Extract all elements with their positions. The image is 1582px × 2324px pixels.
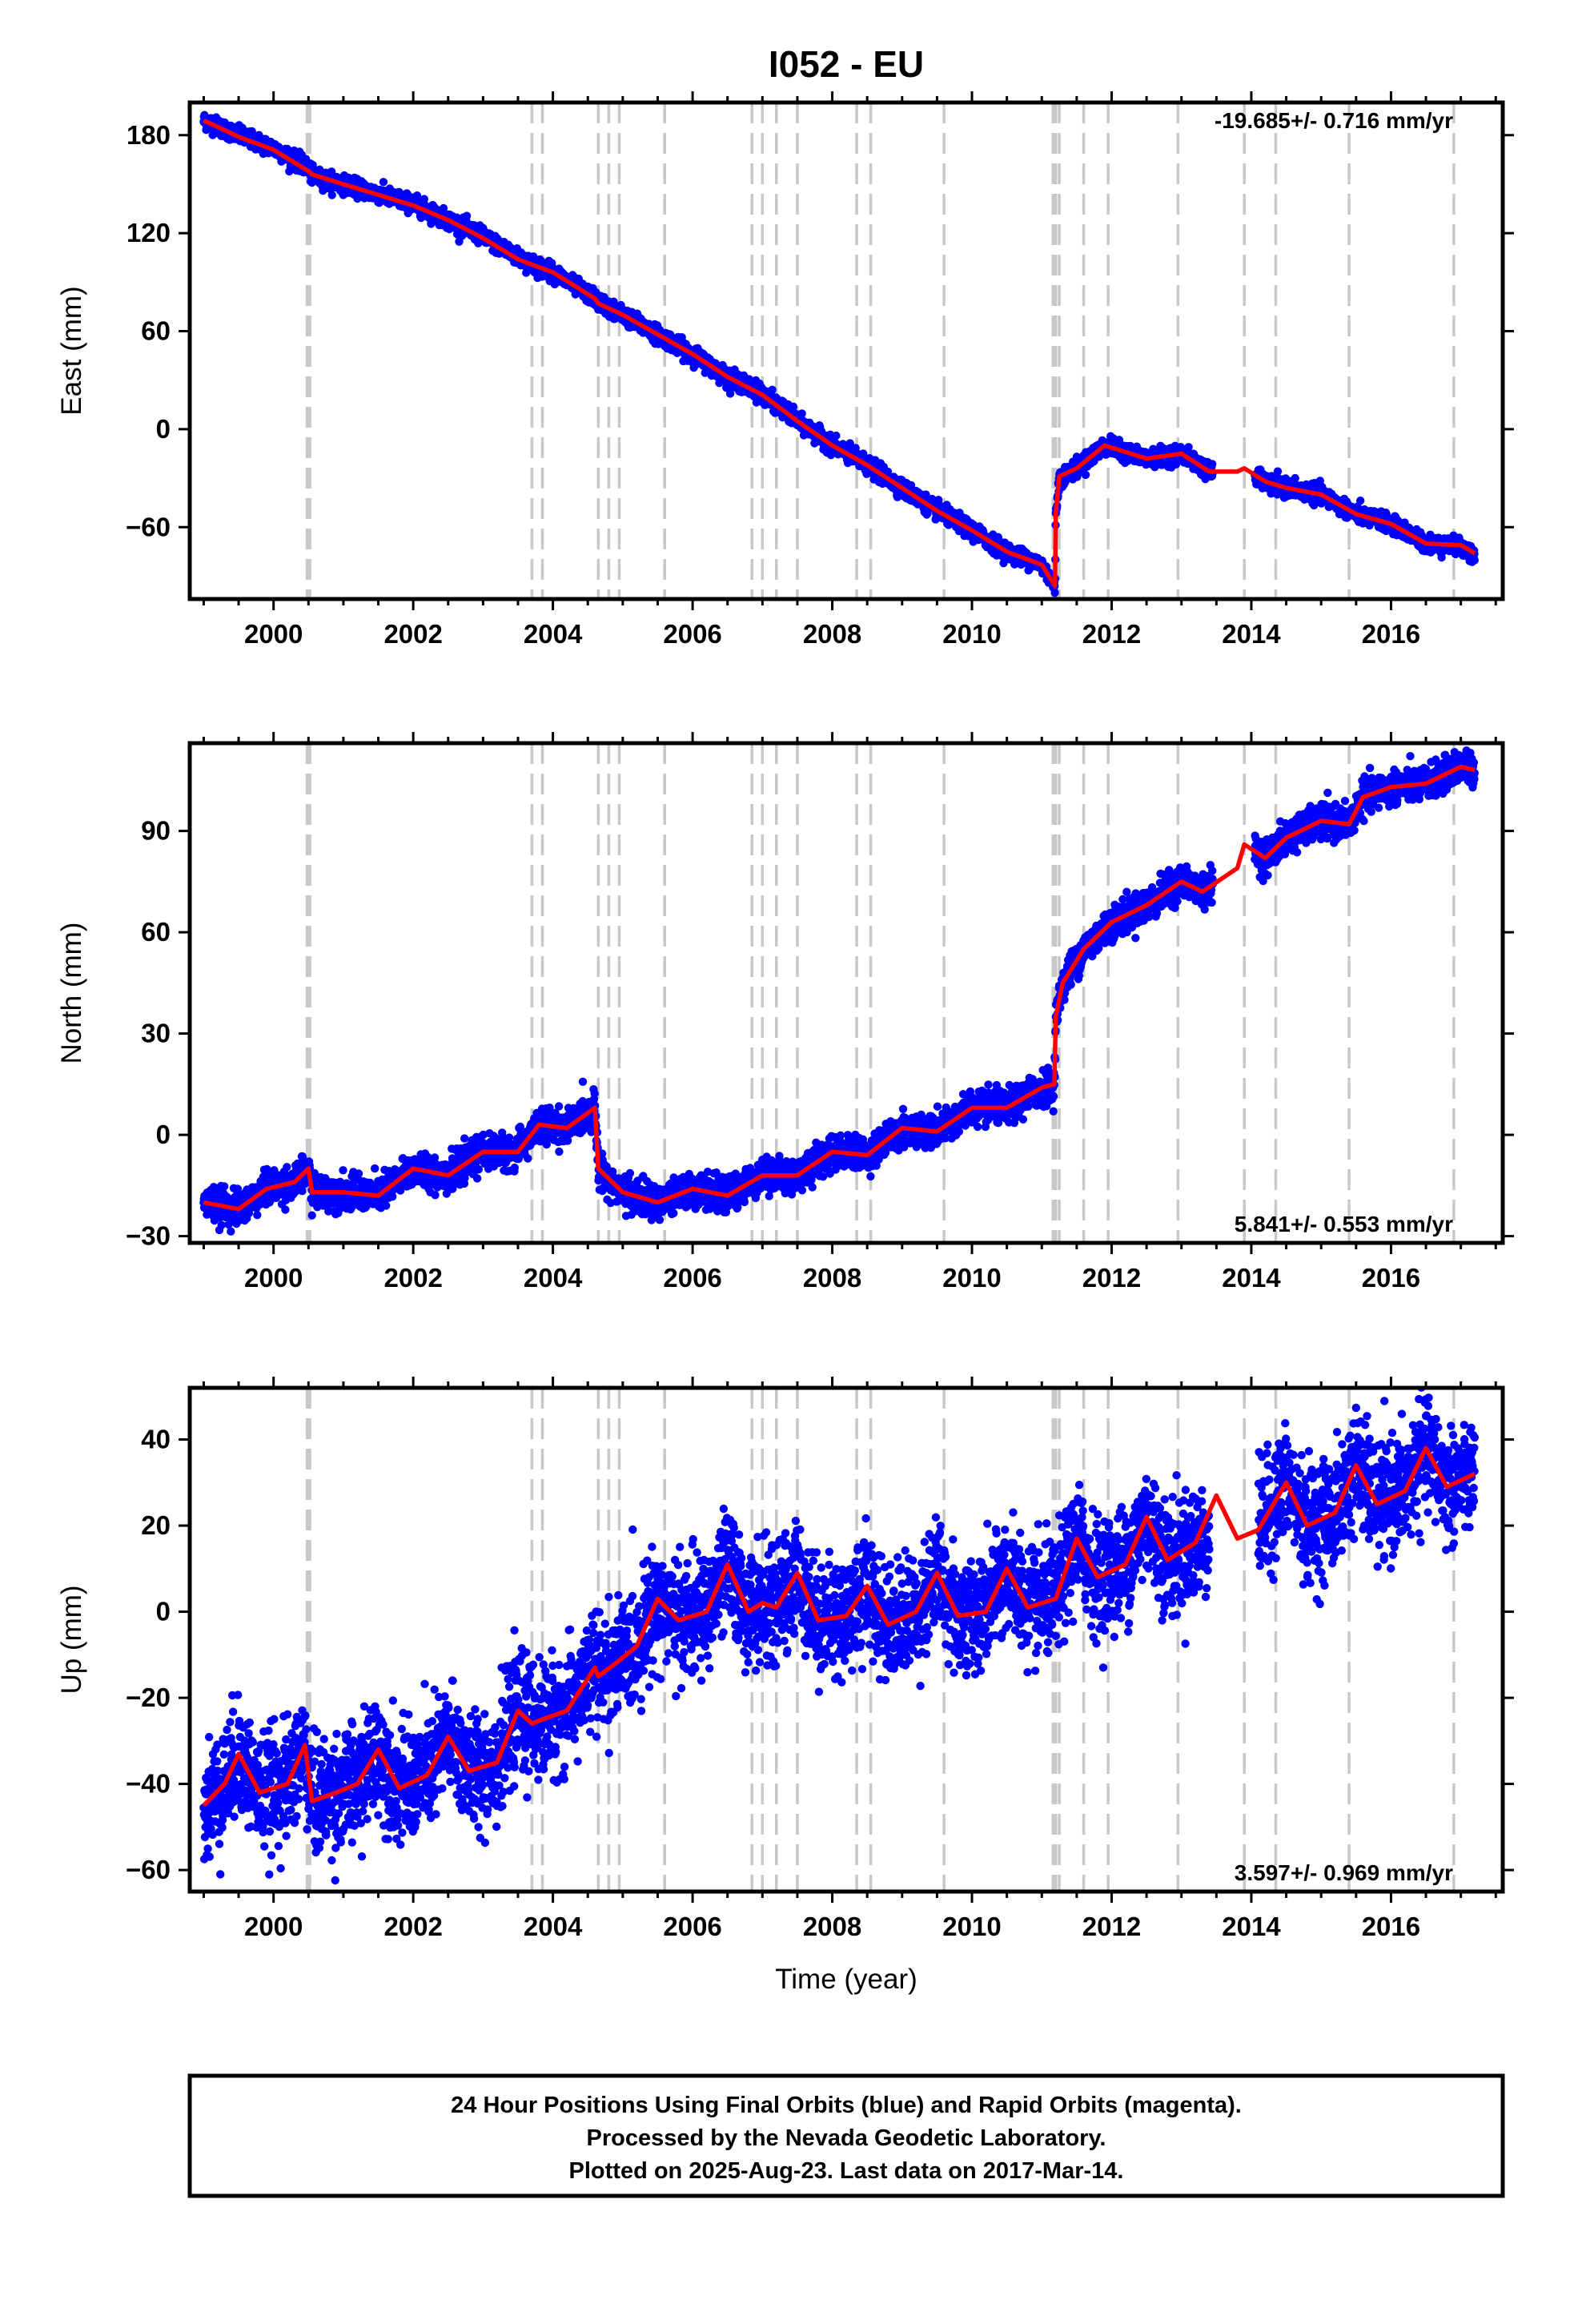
data-point (768, 385, 777, 394)
data-point (308, 160, 317, 170)
data-point (420, 195, 428, 203)
data-point (1050, 589, 1059, 597)
data-point (1081, 470, 1090, 480)
data-point (439, 203, 448, 213)
chart-title: I052 - EU (769, 43, 924, 85)
step-lines (305, 103, 1456, 599)
data-point (789, 402, 798, 411)
data-point (379, 178, 388, 187)
data-point (327, 191, 336, 199)
data-point (1208, 460, 1217, 468)
panels: 2000 2002 2004 2006 2008 2010 2012 2014 2016−600… (56, 91, 1514, 1941)
data-point (797, 409, 806, 418)
data-point (725, 389, 735, 398)
data-point (859, 449, 868, 458)
data-point (1291, 473, 1299, 483)
data-point (1356, 497, 1365, 505)
data-point (1184, 443, 1193, 452)
data-point (1273, 467, 1283, 476)
data-point (462, 211, 472, 220)
data-point (832, 431, 841, 440)
data-points (199, 111, 1480, 597)
panel-east: 2000 2002 2004 2006 2008 2010 2012 2014 2016−600… (56, 91, 1514, 649)
